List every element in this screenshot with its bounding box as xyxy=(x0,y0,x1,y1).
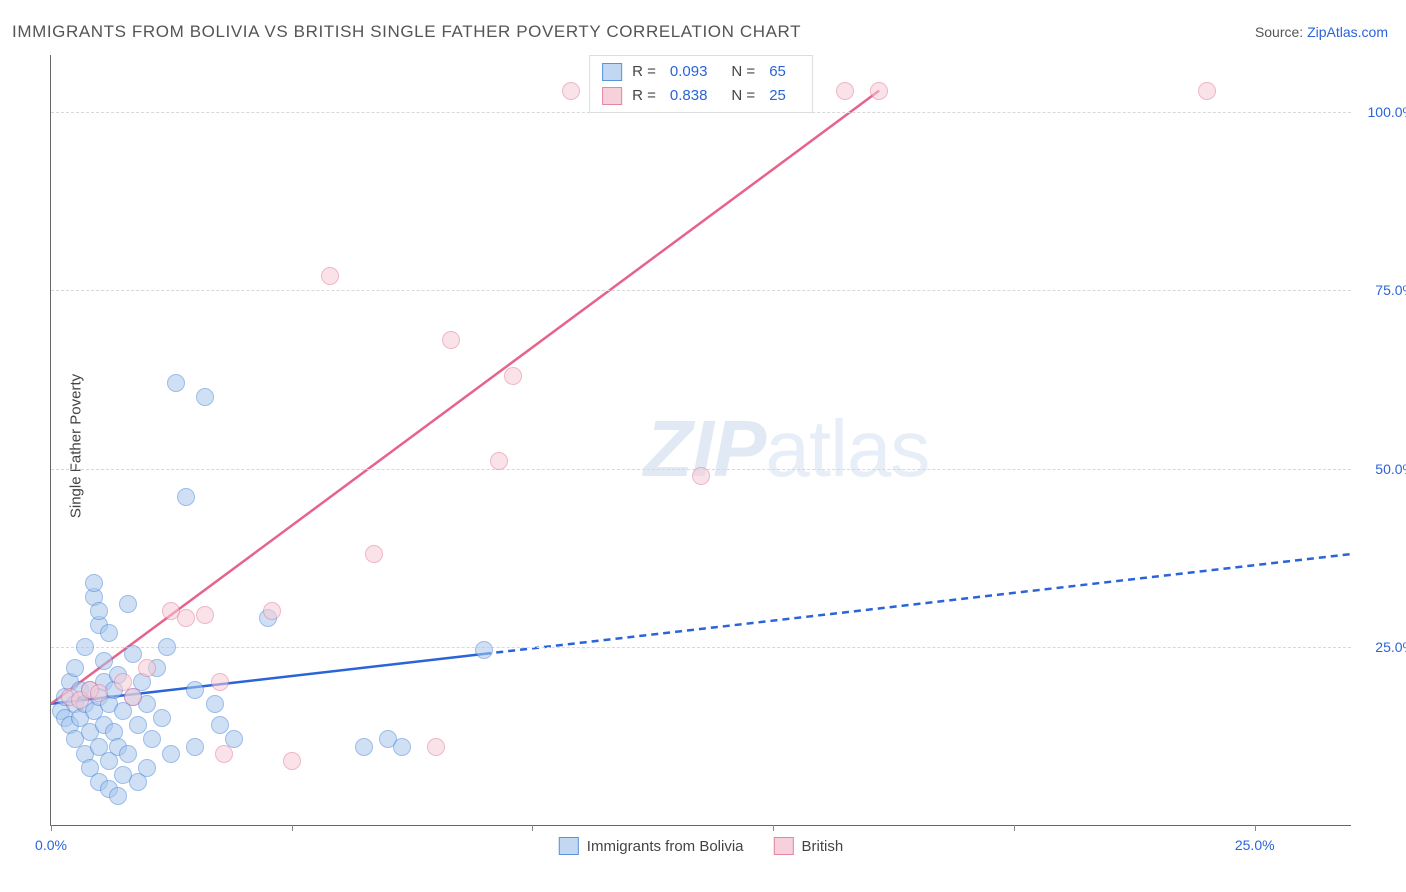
data-point-blue xyxy=(119,595,137,613)
data-point-pink xyxy=(442,331,460,349)
data-point-blue xyxy=(95,652,113,670)
data-point-pink xyxy=(490,452,508,470)
legend-item-pink: British xyxy=(774,837,844,855)
data-point-blue xyxy=(143,730,161,748)
data-point-pink xyxy=(196,606,214,624)
data-point-pink xyxy=(138,659,156,677)
data-point-blue xyxy=(158,638,176,656)
x-tick-label: 25.0% xyxy=(1235,837,1275,853)
data-point-pink xyxy=(1198,82,1216,100)
data-point-blue xyxy=(393,738,411,756)
data-point-blue xyxy=(475,641,493,659)
x-tick-mark xyxy=(1255,825,1256,831)
x-tick-mark xyxy=(773,825,774,831)
data-point-pink xyxy=(177,609,195,627)
x-tick-mark xyxy=(1014,825,1015,831)
data-point-blue xyxy=(211,716,229,734)
legend-swatch-pink xyxy=(602,87,622,105)
data-point-pink xyxy=(124,688,142,706)
trend-line-blue-extrapolated xyxy=(484,554,1351,654)
scatter-plot-area: ZIPatlas R =0.093 N =65 R =0.838 N =25 I… xyxy=(50,55,1351,826)
data-point-pink xyxy=(215,745,233,763)
data-point-blue xyxy=(109,787,127,805)
watermark: ZIPatlas xyxy=(644,403,929,495)
data-point-pink xyxy=(211,673,229,691)
source-link[interactable]: ZipAtlas.com xyxy=(1307,24,1388,40)
data-point-blue xyxy=(153,709,171,727)
data-point-pink xyxy=(870,82,888,100)
data-point-blue xyxy=(167,374,185,392)
data-point-blue xyxy=(90,602,108,620)
legend-swatch-blue xyxy=(602,63,622,81)
data-point-blue xyxy=(100,624,118,642)
gridline-horizontal xyxy=(51,647,1351,648)
x-tick-label: 0.0% xyxy=(35,837,67,853)
data-point-blue xyxy=(355,738,373,756)
legend-swatch-pink xyxy=(774,837,794,855)
data-point-blue xyxy=(138,759,156,777)
watermark-atlas: atlas xyxy=(765,404,929,493)
data-point-blue xyxy=(124,645,142,663)
r-value-pink: 0.838 xyxy=(670,84,708,108)
x-tick-mark xyxy=(292,825,293,831)
data-point-pink xyxy=(504,367,522,385)
x-tick-mark xyxy=(51,825,52,831)
data-point-blue xyxy=(85,574,103,592)
data-point-blue xyxy=(196,388,214,406)
data-point-pink xyxy=(263,602,281,620)
data-point-blue xyxy=(186,738,204,756)
r-label: R = xyxy=(632,84,656,108)
x-tick-mark xyxy=(532,825,533,831)
r-value-blue: 0.093 xyxy=(670,60,708,84)
data-point-pink xyxy=(365,545,383,563)
trend-lines-svg xyxy=(51,55,1351,825)
data-point-blue xyxy=(186,681,204,699)
y-tick-label: 75.0% xyxy=(1375,282,1406,298)
series-legend: Immigrants from Bolivia British xyxy=(553,835,849,857)
source-attribution: Source: ZipAtlas.com xyxy=(1255,24,1388,40)
y-tick-label: 50.0% xyxy=(1375,461,1406,477)
correlation-stats-box: R = 0.093 N = 65 R = 0.838 N = 25 xyxy=(589,55,813,113)
y-tick-label: 100.0% xyxy=(1368,104,1406,120)
y-tick-label: 25.0% xyxy=(1375,639,1406,655)
r-label: R = xyxy=(632,60,656,84)
source-prefix: Source: xyxy=(1255,24,1307,40)
data-point-blue xyxy=(129,716,147,734)
data-point-pink xyxy=(836,82,854,100)
legend-label-blue: Immigrants from Bolivia xyxy=(587,838,744,855)
data-point-pink xyxy=(562,82,580,100)
data-point-pink xyxy=(321,267,339,285)
data-point-pink xyxy=(427,738,445,756)
data-point-pink xyxy=(90,684,108,702)
data-point-blue xyxy=(76,638,94,656)
n-value-pink: 25 xyxy=(769,84,786,108)
data-point-blue xyxy=(206,695,224,713)
n-label: N = xyxy=(731,60,755,84)
data-point-pink xyxy=(283,752,301,770)
data-point-blue xyxy=(177,488,195,506)
n-value-blue: 65 xyxy=(769,60,786,84)
legend-item-blue: Immigrants from Bolivia xyxy=(559,837,744,855)
data-point-blue xyxy=(119,745,137,763)
n-label: N = xyxy=(731,84,755,108)
data-point-blue xyxy=(66,659,84,677)
chart-title: IMMIGRANTS FROM BOLIVIA VS BRITISH SINGL… xyxy=(12,22,801,42)
legend-label-pink: British xyxy=(802,838,844,855)
stats-row-pink: R = 0.838 N = 25 xyxy=(602,84,800,108)
data-point-pink xyxy=(692,467,710,485)
data-point-blue xyxy=(162,745,180,763)
gridline-horizontal xyxy=(51,290,1351,291)
stats-row-blue: R = 0.093 N = 65 xyxy=(602,60,800,84)
legend-swatch-blue xyxy=(559,837,579,855)
